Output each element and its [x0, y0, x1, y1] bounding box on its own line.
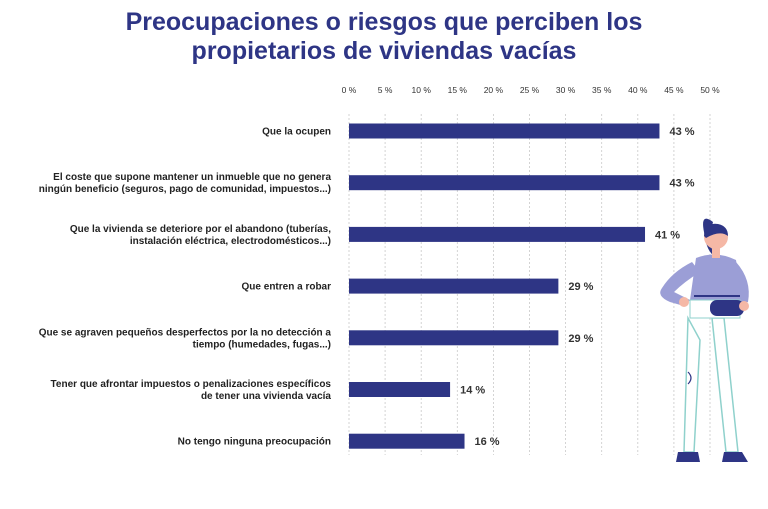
bar-value-label: 43 %: [669, 178, 694, 190]
illustration-arm-left: [660, 262, 700, 306]
x-tick-label: 15 %: [448, 85, 468, 95]
x-tick-label: 35 %: [592, 85, 612, 95]
bar: [349, 433, 465, 449]
bar: [349, 175, 660, 191]
x-tick-label: 10 %: [412, 85, 432, 95]
category-label: No tengo ninguna preocupación: [178, 437, 331, 448]
category-label: ningún beneficio (seguros, pago de comun…: [39, 184, 331, 195]
category-label: de tener una vivienda vacía: [201, 391, 331, 402]
gridlines: [348, 114, 711, 455]
category-label: Que la ocupen: [262, 127, 331, 138]
illustration-torso: [690, 254, 742, 303]
bar-value-label: 14 %: [460, 385, 485, 397]
category-label: tiempo (humedades, fugas...): [193, 339, 331, 350]
illustration-bag: [710, 300, 744, 316]
x-tick-label: 50 %: [700, 85, 720, 95]
category-label: Que la vivienda se deteriore por el aban…: [70, 224, 331, 235]
x-tick-label: 20 %: [484, 85, 504, 95]
x-tick-label: 45 %: [664, 85, 684, 95]
category-label: Tener que afrontar impuestos o penalizac…: [51, 379, 332, 390]
bar-value-label: 16 %: [475, 436, 500, 448]
illustration-hair: [704, 223, 728, 238]
x-tick-label: 5 %: [378, 85, 393, 95]
category-labels: Que la ocupen El coste que supone mantene…: [39, 127, 332, 448]
illustration-leg-left: [683, 315, 701, 453]
illustration-shoe-right: [722, 452, 748, 462]
illustration-shoe-left: [676, 452, 700, 462]
category-label: Que entren a robar: [242, 282, 332, 293]
bars: [349, 123, 660, 449]
illustration-leg-right: [711, 317, 739, 453]
bar: [349, 278, 559, 294]
bar-value-label: 29 %: [568, 333, 593, 345]
bar-value-label: 41 %: [655, 229, 680, 241]
bar-value-label: 43 %: [669, 126, 694, 138]
chart-title: Preocupaciones o riesgos que perciben lo…: [0, 8, 768, 66]
category-label: instalación eléctrica, electrodomésticos…: [130, 236, 331, 247]
chart-title-line-1: Preocupaciones o riesgos que perciben lo…: [125, 8, 643, 36]
bar: [349, 123, 660, 139]
value-labels: 43 % 43 % 41 % 29 % 29 % 14 % 16 %: [460, 126, 695, 448]
chart-title-line-2: propietarios de viviendas vacías: [191, 37, 577, 65]
category-label: El coste que supone mantener un inmueble…: [53, 172, 331, 183]
x-tick-label: 25 %: [520, 85, 540, 95]
bar-value-label: 29 %: [568, 281, 593, 293]
x-tick-label: 0 %: [342, 85, 357, 95]
bar: [349, 226, 646, 242]
x-tick-label: 30 %: [556, 85, 576, 95]
category-label: Que se agraven pequeños desperfectos por…: [39, 327, 332, 338]
x-tick-label: 40 %: [628, 85, 648, 95]
bar: [349, 330, 559, 346]
woman-illustration: [660, 218, 749, 462]
bar: [349, 382, 451, 397]
x-axis-tick-labels: 0 % 5 % 10 % 15 % 20 % 25 % 30 % 35 % 40 % 45 % 50…: [342, 85, 720, 95]
